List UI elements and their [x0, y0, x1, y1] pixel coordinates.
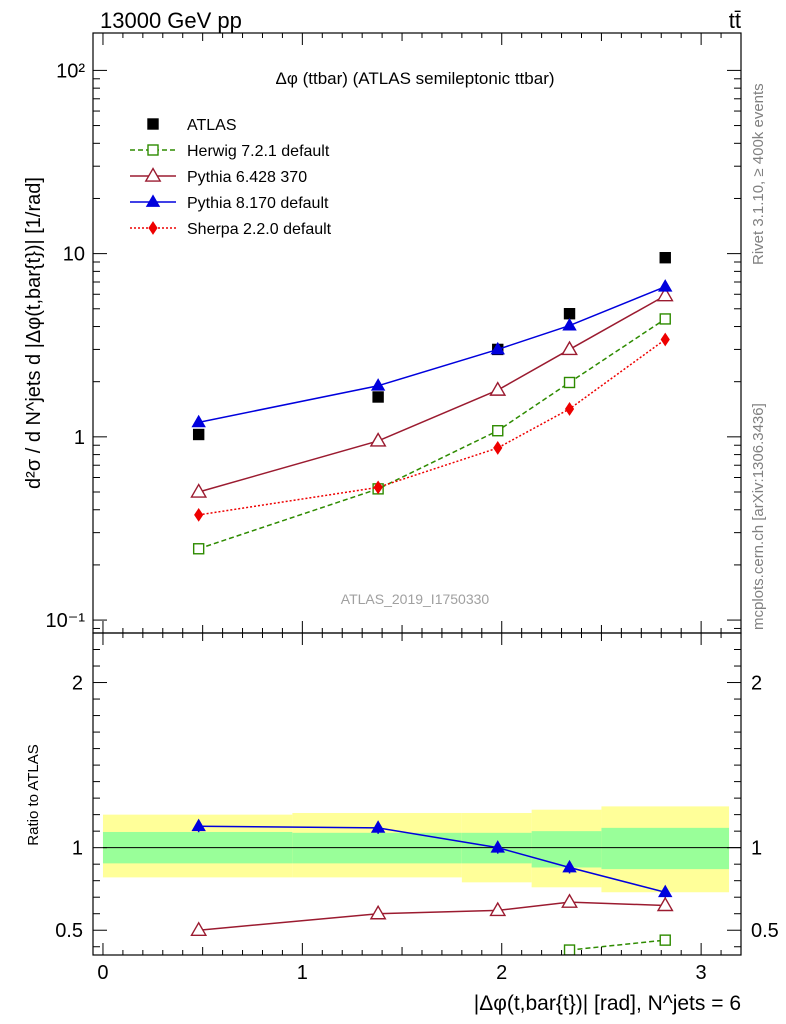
data-point-4-0 [194, 507, 204, 522]
series-0 [192, 252, 671, 441]
legend-marker-4 [148, 221, 158, 235]
main-plot-series [190, 252, 674, 555]
x-tick-label: 2 [496, 962, 507, 984]
data-point-3-2 [490, 341, 505, 355]
legend-marker-0 [147, 118, 159, 130]
data-point-3-3 [562, 317, 577, 331]
series-1 [192, 313, 671, 555]
ratio-plot-frame [92, 632, 742, 956]
ratio-y-tick-label: 0.5 [55, 920, 83, 942]
ratio-point-1-2 [489, 901, 507, 917]
main-y-axis-label: d²σ / d N^jets d |Δφ(t,bar{t})| [1/rad] [23, 177, 45, 489]
legend-label-1: Herwig 7.2.1 default [187, 143, 330, 160]
ratio-point-0-1 [370, 820, 386, 833]
side-text-rivet: Rivet 3.1.10, ≥ 400k events [750, 83, 767, 265]
legend: ATLAS Herwig 7.2.1 default Pythia 6.428 37… [130, 117, 332, 238]
x-tick-label: 3 [696, 962, 707, 984]
ratio-point-2-1 [659, 934, 671, 946]
main-chart-title: Δφ (ttbar) (ATLAS semileptonic ttbar) [275, 69, 554, 88]
legend-label-0: ATLAS [187, 117, 237, 134]
x-tick-label: 0 [97, 962, 108, 984]
band-inner-3 [531, 831, 602, 868]
series-4 [194, 332, 670, 522]
main-y-tick-label: 1 [74, 427, 85, 449]
ratio-series-0 [191, 818, 673, 899]
analysis-watermark: ATLAS_2019_I1750330 [341, 591, 490, 607]
ratio-point-0-4 [658, 884, 673, 898]
legend-marker-1 [147, 144, 159, 156]
series-3 [191, 279, 673, 428]
ratio-series-1 [190, 893, 674, 936]
data-point-2-3 [561, 340, 578, 356]
x-axis-label: |Δφ(t,bar{t})| [rad], N^jets = 6 [474, 992, 741, 1015]
data-point-2-0 [190, 483, 208, 498]
ratio-point-2-0 [563, 944, 576, 955]
data-point-1-0 [192, 543, 205, 555]
data-point-1-2 [492, 425, 504, 437]
header-energy-label: 13000 GeV pp [100, 8, 242, 33]
ratio-point-1-4 [656, 896, 674, 912]
ratio-line-2 [569, 939, 666, 951]
legend-marker-3 [145, 194, 161, 207]
ratio-point-0-0 [191, 818, 206, 832]
ratio-y-tick-label-right: 0.5 [751, 920, 779, 942]
legend-label-4: Sherpa 2.2.0 default [187, 221, 332, 238]
data-point-1-3 [563, 376, 576, 389]
main-y-tick-label: 10⁻¹ [46, 610, 86, 632]
ratio-y-axis-label: Ratio to ATLAS [25, 744, 42, 845]
data-point-1-4 [659, 313, 671, 325]
series-line-3 [198, 285, 666, 424]
data-point-4-2 [493, 441, 503, 455]
side-text-mcplots: mcplots.cern.ch [arXiv:1306.3436] [750, 403, 767, 630]
data-point-4-4 [660, 332, 670, 347]
ratio-y-tick-label: 2 [72, 673, 83, 695]
series-line-1 [198, 318, 666, 550]
data-point-0-3 [563, 308, 576, 320]
data-point-2-4 [656, 286, 674, 302]
band-inner-4 [601, 827, 730, 870]
series-line-4 [198, 338, 666, 516]
data-point-2-1 [369, 432, 387, 447]
data-point-3-4 [658, 279, 673, 292]
ratio-y-tick-label-right: 1 [751, 838, 762, 860]
data-point-3-0 [191, 414, 206, 428]
data-point-3-1 [370, 378, 386, 391]
data-point-2-2 [489, 381, 507, 396]
ratio-plot-series [190, 818, 674, 955]
data-point-0-0 [192, 428, 205, 441]
ratio-point-0-2 [490, 840, 505, 853]
data-point-4-3 [564, 402, 575, 416]
legend-label-3: Pythia 8.170 default [187, 195, 329, 212]
data-point-4-1 [373, 480, 383, 495]
ratio-y-tick-label-right: 2 [751, 673, 762, 695]
main-y-tick-label: 10 [63, 244, 85, 266]
legend-label-2: Pythia 6.428 370 [187, 169, 307, 186]
series-2 [190, 286, 674, 498]
main-y-tick-label: 10² [56, 60, 85, 82]
ratio-series-2 [563, 934, 671, 955]
ratio-point-0-3 [562, 859, 577, 873]
ratio-point-1-1 [369, 904, 387, 920]
axes: 0 1 2 3 10⁻¹ 1 10 10² 0.5 0.5 1 1 2 2 [46, 32, 779, 984]
x-tick-label: 1 [297, 962, 308, 984]
ratio-point-1-3 [561, 893, 578, 908]
ratio-y-tick-label: 1 [72, 838, 83, 860]
ratio-point-1-0 [190, 921, 208, 936]
ratio-line-1 [198, 901, 666, 931]
legend-marker-2 [144, 167, 162, 182]
data-point-0-1 [372, 391, 384, 403]
data-point-0-4 [659, 252, 671, 264]
header-process-label: tt̄ [729, 8, 741, 33]
